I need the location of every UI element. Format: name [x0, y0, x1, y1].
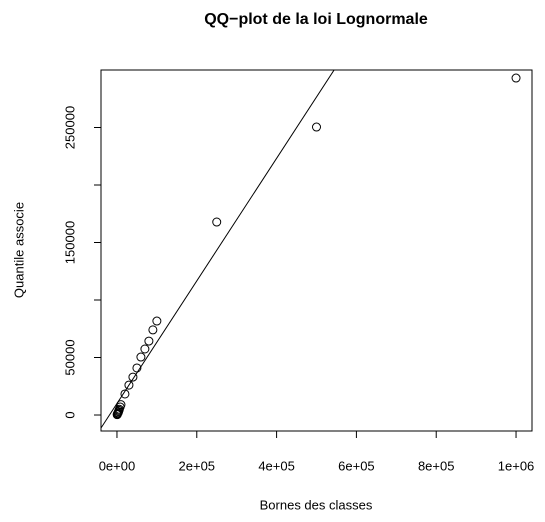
x-tick-label: 8e+05 — [418, 458, 455, 473]
reference-line — [101, 70, 335, 429]
y-tick-label: 250000 — [62, 106, 77, 149]
point — [128, 372, 138, 382]
x-tick-label: 4e+05 — [258, 458, 295, 473]
x-tick-label: 2e+05 — [179, 458, 216, 473]
y-tick-label: 0 — [62, 411, 77, 418]
y-axis-label: Quantile associe — [11, 202, 26, 298]
point — [152, 316, 162, 326]
point — [112, 410, 122, 420]
x-tick-label: 1e+06 — [498, 458, 535, 473]
point — [148, 325, 158, 335]
point — [144, 336, 154, 346]
x-tick-label: 0e+00 — [99, 458, 136, 473]
plot-box — [100, 69, 533, 432]
point — [511, 73, 521, 83]
y-tick-label: 150000 — [62, 221, 77, 264]
point — [212, 217, 222, 227]
point — [312, 122, 321, 132]
chart-title: QQ−plot de la loi Lognormale — [204, 11, 428, 28]
y-tick-label: 50000 — [62, 339, 77, 375]
point — [136, 352, 146, 362]
point — [120, 389, 130, 399]
x-axis-label: Bornes des classes — [260, 497, 373, 512]
point — [124, 380, 134, 390]
point — [140, 344, 150, 354]
x-tick-label: 6e+05 — [338, 458, 375, 473]
